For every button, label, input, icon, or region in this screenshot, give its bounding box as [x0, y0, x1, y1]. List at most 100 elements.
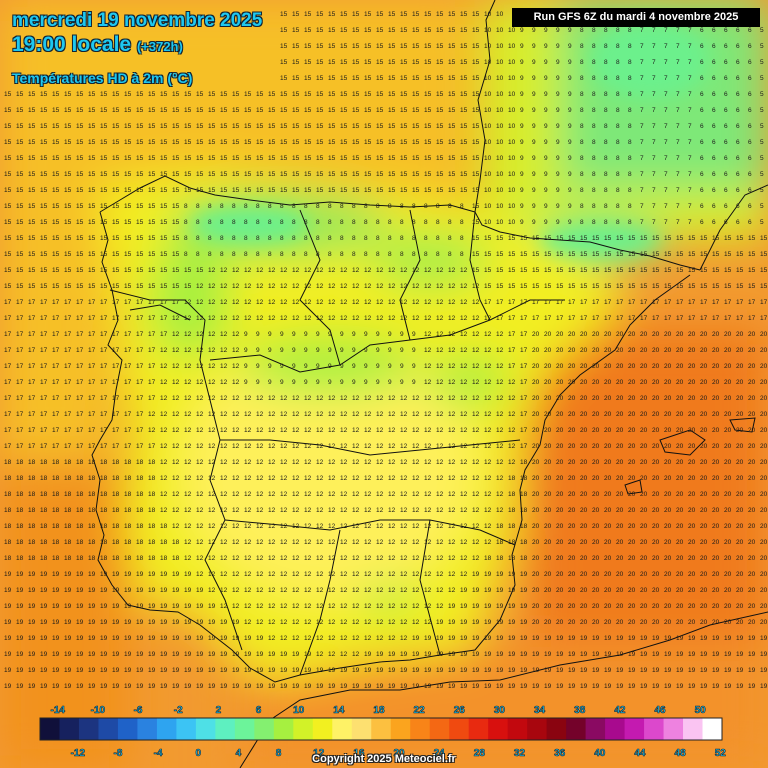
grid-value: 7	[688, 219, 692, 226]
grid-value: 8	[196, 235, 200, 242]
grid-value: 9	[352, 331, 356, 338]
grid-value: 17	[28, 411, 36, 418]
grid-value: 9	[364, 379, 368, 386]
grid-value: 15	[616, 235, 624, 242]
grid-value: 17	[748, 315, 756, 322]
grid-value: 20	[664, 379, 672, 386]
grid-value: 7	[640, 203, 644, 210]
grid-value: 20	[688, 539, 696, 546]
grid-value: 17	[112, 443, 120, 450]
grid-value: 15	[532, 235, 540, 242]
grid-value: 15	[172, 267, 180, 274]
grid-value: 15	[676, 283, 684, 290]
grid-value: 12	[280, 587, 288, 594]
grid-value: 20	[544, 459, 552, 466]
grid-value: 15	[52, 251, 60, 258]
grid-value: 19	[712, 683, 720, 690]
grid-value: 15	[52, 155, 60, 162]
grid-value: 15	[88, 155, 96, 162]
grid-value: 9	[340, 363, 344, 370]
grid-value: 20	[568, 411, 576, 418]
grid-value: 12	[448, 443, 456, 450]
grid-value: 20	[604, 395, 612, 402]
grid-value: 15	[28, 267, 36, 274]
legend-swatch	[663, 718, 684, 740]
grid-value: 7	[664, 123, 668, 130]
grid-value: 17	[148, 443, 156, 450]
grid-value: 15	[28, 123, 36, 130]
grid-value: 12	[472, 491, 480, 498]
grid-value: 12	[364, 299, 372, 306]
grid-value: 19	[148, 619, 156, 626]
grid-value: 12	[232, 571, 240, 578]
grid-value: 8	[400, 251, 404, 258]
grid-value: 20	[712, 491, 720, 498]
grid-value: 19	[28, 571, 36, 578]
grid-value: 12	[364, 315, 372, 322]
grid-value: 12	[340, 491, 348, 498]
grid-value: 12	[448, 379, 456, 386]
grid-value: 19	[376, 683, 384, 690]
grid-value: 8	[448, 251, 452, 258]
grid-value: 19	[580, 667, 588, 674]
grid-value: 12	[496, 331, 504, 338]
grid-value: 12	[196, 555, 204, 562]
grid-value: 19	[412, 635, 420, 642]
grid-value: 6	[700, 75, 704, 82]
grid-value: 20	[616, 347, 624, 354]
grid-value: 20	[628, 411, 636, 418]
grid-value: 20	[700, 491, 708, 498]
grid-value: 20	[664, 331, 672, 338]
grid-value: 18	[136, 507, 144, 514]
grid-value: 10	[496, 91, 504, 98]
grid-value: 19	[748, 683, 756, 690]
grid-value: 12	[340, 539, 348, 546]
grid-value: 15	[688, 283, 696, 290]
legend-label: 0	[195, 748, 201, 759]
grid-value: 15	[172, 251, 180, 258]
grid-value: 18	[4, 507, 12, 514]
grid-value: 12	[400, 555, 408, 562]
grid-value: 18	[88, 555, 96, 562]
legend-label: 28	[474, 748, 486, 759]
grid-value: 18	[124, 507, 132, 514]
grid-value: 20	[748, 379, 756, 386]
grid-value: 15	[88, 107, 96, 114]
grid-value: 8	[364, 235, 368, 242]
grid-value: 12	[484, 459, 492, 466]
grid-value: 12	[412, 427, 420, 434]
grid-value: 7	[688, 139, 692, 146]
grid-value: 17	[16, 331, 24, 338]
grid-value: 19	[256, 683, 264, 690]
grid-value: 19	[232, 683, 240, 690]
grid-value: 12	[304, 539, 312, 546]
grid-value: 19	[496, 619, 504, 626]
grid-value: 15	[172, 187, 180, 194]
grid-value: 17	[760, 315, 768, 322]
grid-value: 12	[316, 603, 324, 610]
grid-value: 15	[520, 251, 528, 258]
grid-value: 12	[328, 459, 336, 466]
grid-value: 19	[388, 667, 396, 674]
grid-value: 15	[436, 123, 444, 130]
grid-value: 12	[280, 475, 288, 482]
grid-value: 18	[148, 555, 156, 562]
grid-value: 20	[712, 443, 720, 450]
grid-value: 12	[460, 523, 468, 530]
grid-value: 12	[304, 283, 312, 290]
grid-value: 12	[484, 315, 492, 322]
grid-value: 8	[316, 203, 320, 210]
grid-value: 19	[280, 667, 288, 674]
grid-value: 8	[628, 91, 632, 98]
grid-value: 15	[4, 139, 12, 146]
grid-value: 15	[400, 107, 408, 114]
grid-value: 12	[436, 443, 444, 450]
grid-value: 8	[592, 75, 596, 82]
grid-value: 12	[268, 283, 276, 290]
grid-value: 12	[484, 475, 492, 482]
grid-value: 17	[652, 315, 660, 322]
grid-value: 20	[652, 475, 660, 482]
grid-value: 17	[496, 315, 504, 322]
grid-value: 12	[256, 539, 264, 546]
grid-value: 12	[340, 443, 348, 450]
